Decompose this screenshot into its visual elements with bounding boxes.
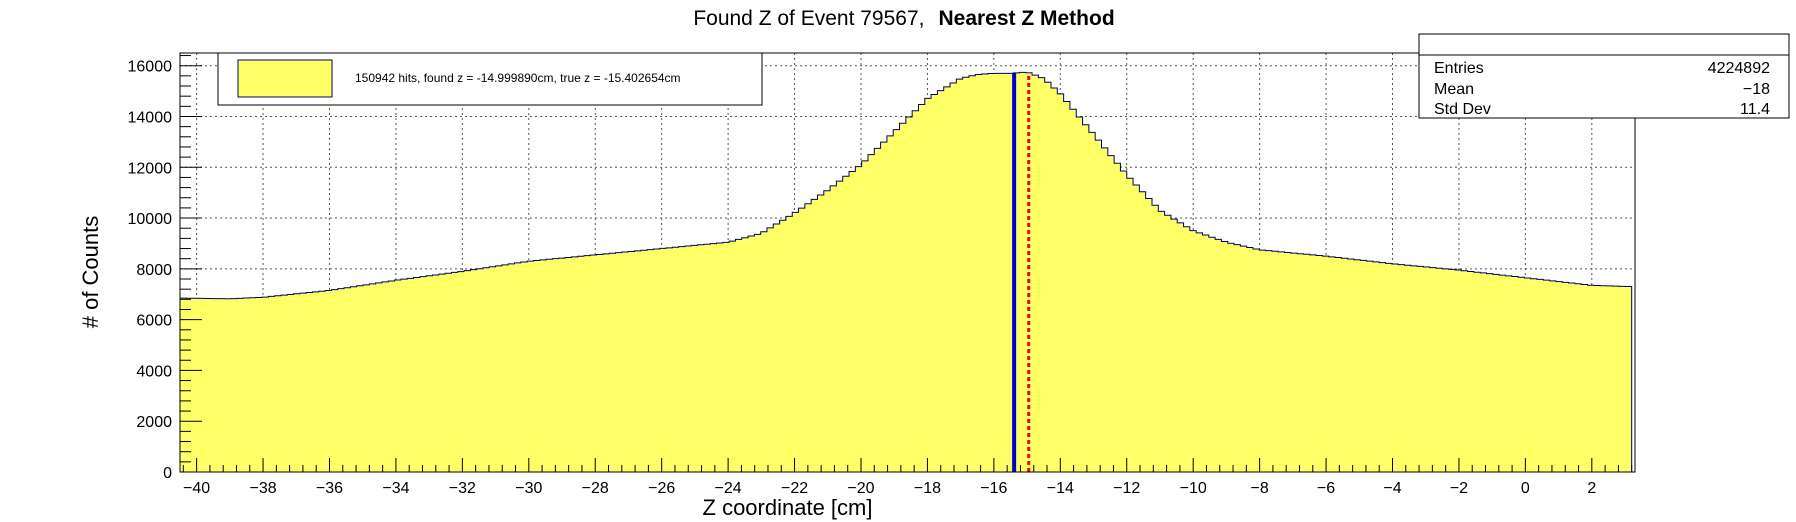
x-tick-labels: −40 −38 −36 −34 −32 −30 −28 −26 −24 −22 −20 −18 −16−… xyxy=(183,480,1596,497)
y-tick-label: 8000 xyxy=(136,262,172,279)
stats-stddev-value: 11.4 xyxy=(1740,101,1770,118)
x-tick-label: −4 xyxy=(1383,480,1401,497)
histogram-area xyxy=(179,71,1633,473)
x-tick-label: 0 xyxy=(1521,480,1530,497)
chart-title-method: Nearest Z Method xyxy=(938,7,1114,30)
y-tick-label: 4000 xyxy=(136,363,172,380)
y-tick-label: 6000 xyxy=(136,313,172,330)
stats-mean-value: −18 xyxy=(1743,81,1770,98)
y-tick-label: 16000 xyxy=(128,59,173,76)
plot-frame xyxy=(179,52,1636,473)
x-tick-label: −32 xyxy=(449,480,476,497)
legend: 150942 hits, found z = -14.999890cm, tru… xyxy=(217,52,763,106)
stats-entries-label: Entries xyxy=(1434,60,1484,77)
stats-frame xyxy=(1418,33,1790,119)
x-tick-label: −22 xyxy=(781,480,808,497)
x-tick-label: −14 xyxy=(1047,480,1074,497)
y-tick-label: 14000 xyxy=(128,109,173,126)
chart-title-main: Found Z of Event 79567, xyxy=(693,7,924,30)
x-axis-title: Z coordinate [cm] xyxy=(703,495,873,520)
legend-entry: 150942 hits, found z = -14.999890cm, tru… xyxy=(355,71,681,85)
stats-box: Entries 4224892 Mean −18 Std Dev 11.4 xyxy=(1418,33,1790,119)
x-tick-label: −38 xyxy=(249,480,276,497)
stats-entries-value: 4224892 xyxy=(1708,60,1770,77)
x-tick-label: −26 xyxy=(648,480,675,497)
x-tick-label: −36 xyxy=(316,480,343,497)
y-tick-labels: 0 2000 4000 6000 8000 10000 12000 14000 16000 xyxy=(128,59,173,482)
y-tick-label: 10000 xyxy=(128,211,173,228)
x-tick-label: −2 xyxy=(1450,480,1468,497)
legend-swatch xyxy=(237,59,333,98)
x-tick-label: 2 xyxy=(1587,480,1596,497)
histogram-fill xyxy=(179,71,1633,473)
x-tick-label: −28 xyxy=(582,480,609,497)
y-tick-label: 0 xyxy=(163,465,172,482)
x-tick-label: −12 xyxy=(1113,480,1140,497)
chart-title: Found Z of Event 79567, Nearest Z Method xyxy=(693,7,1114,30)
y-axis-title: # of Counts xyxy=(78,216,103,329)
x-tick-label: −10 xyxy=(1180,480,1207,497)
y-tick-label: 2000 xyxy=(136,414,172,431)
stats-stddev-label: Std Dev xyxy=(1434,101,1491,118)
x-tick-label: −40 xyxy=(183,480,210,497)
x-tick-label: −18 xyxy=(914,480,941,497)
x-tick-label: −20 xyxy=(847,480,874,497)
x-tick-label: −8 xyxy=(1250,480,1268,497)
x-tick-label: −24 xyxy=(715,480,742,497)
y-tick-label: 12000 xyxy=(128,160,173,177)
x-tick-label: −34 xyxy=(382,480,409,497)
x-tick-label: −16 xyxy=(980,480,1007,497)
axis-ticks xyxy=(180,55,1633,473)
x-tick-label: −30 xyxy=(515,480,542,497)
x-tick-label: −6 xyxy=(1317,480,1335,497)
z-markers xyxy=(1012,72,1031,472)
stats-mean-label: Mean xyxy=(1434,81,1474,98)
